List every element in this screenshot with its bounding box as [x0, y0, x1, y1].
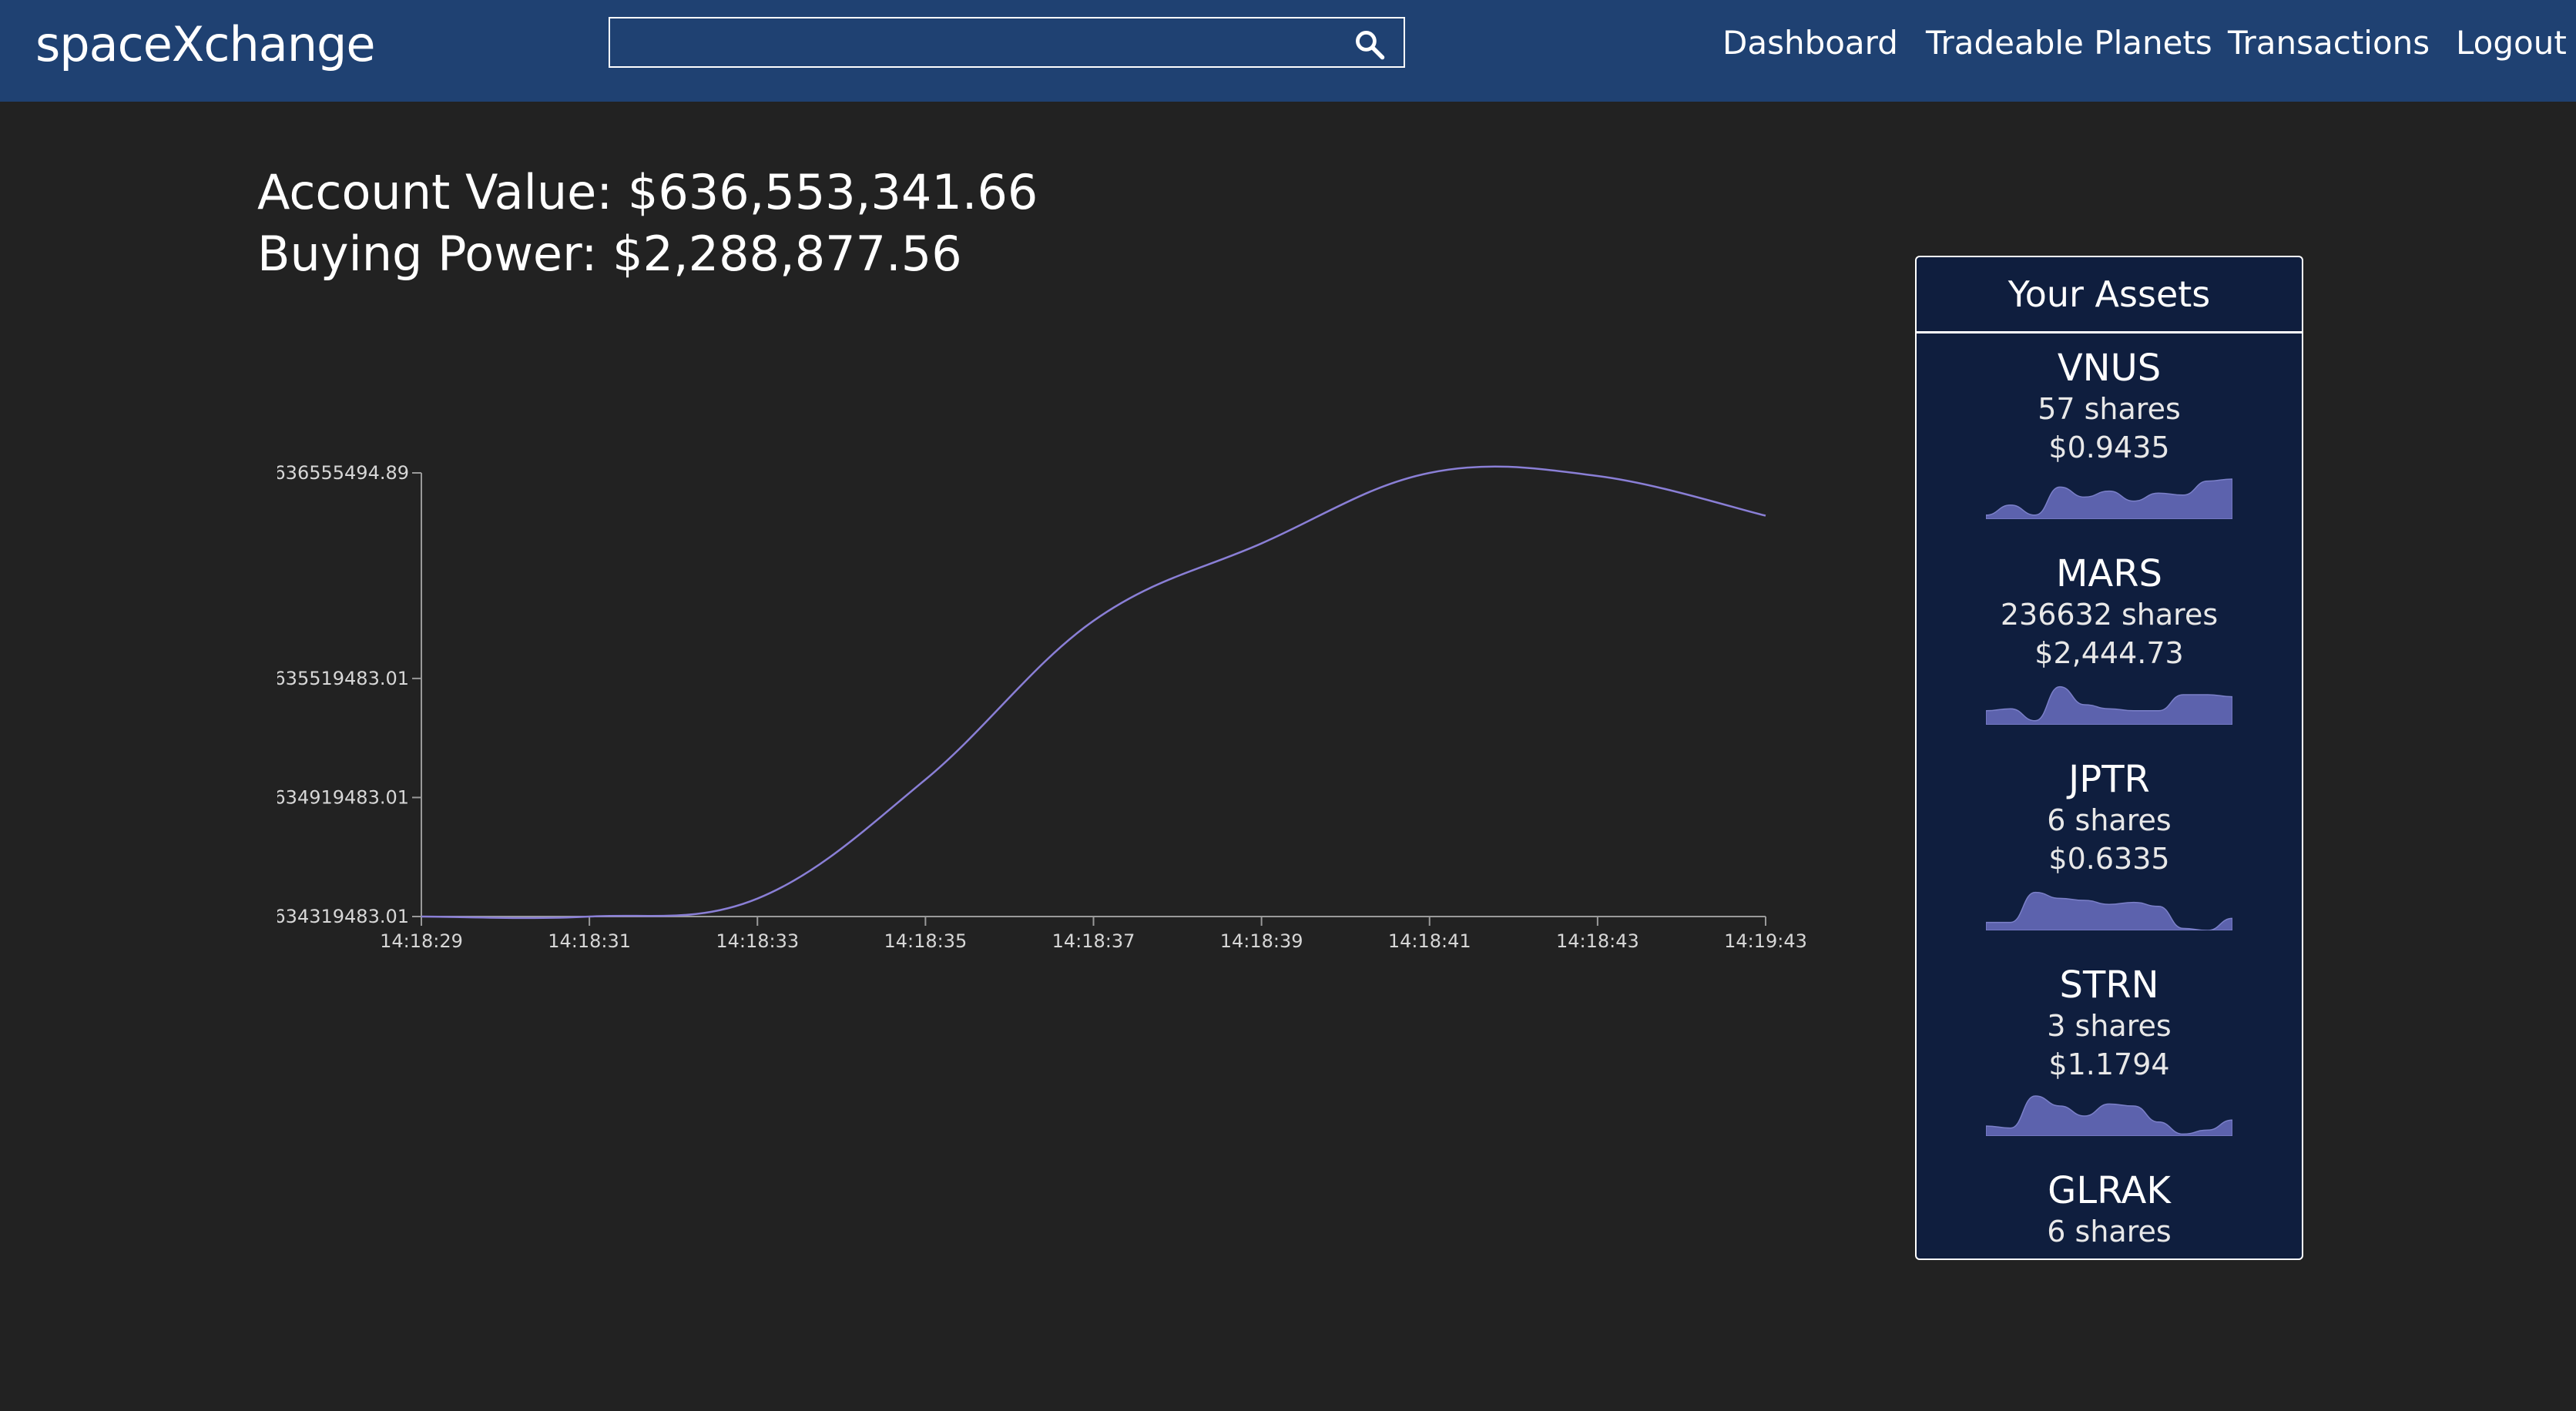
- asset-shares: 6 shares: [2047, 1215, 2172, 1248]
- asset-sparkline: [1986, 478, 2232, 519]
- asset-sparkline: [1986, 685, 2232, 725]
- x-tick-label: 14:18:41: [1388, 930, 1471, 952]
- x-tick-label: 14:18:39: [1220, 930, 1303, 952]
- x-tick-label: 14:18:29: [380, 930, 463, 952]
- asset-price: $1.1794: [2048, 1047, 2170, 1081]
- y-tick-label: 634319483.01: [277, 906, 409, 927]
- top-navbar: spaceXchange Dashboard Tradeable Planets…: [0, 0, 2576, 102]
- nav-link-logout[interactable]: Logout: [2456, 24, 2567, 62]
- x-tick-label: 14:18:33: [716, 930, 799, 952]
- account-value: Account Value: $636,553,341.66: [257, 164, 1038, 220]
- x-tick-label: 14:18:31: [548, 930, 631, 952]
- asset-sparkline: [1986, 1095, 2232, 1136]
- asset-item[interactable]: GLRAK 6 shares: [1917, 1154, 2302, 1251]
- sparkline-area: [1986, 478, 2232, 519]
- x-tick-label: 14:19:43: [1724, 930, 1807, 952]
- search-bar[interactable]: [609, 17, 1405, 68]
- asset-price: $0.6335: [2048, 842, 2170, 876]
- asset-symbol: STRN: [2059, 964, 2159, 1007]
- brand-logo[interactable]: spaceXchange: [35, 16, 376, 72]
- asset-symbol: VNUS: [2057, 347, 2162, 390]
- asset-item[interactable]: STRN 3 shares $1.1794: [1917, 948, 2302, 1136]
- asset-price: $2,444.73: [2034, 636, 2184, 670]
- asset-symbol: JPTR: [2068, 758, 2150, 801]
- asset-item[interactable]: VNUS 57 shares $0.9435: [1917, 331, 2302, 519]
- asset-shares: 6 shares: [2047, 803, 2172, 837]
- assets-panel: Your Assets VNUS 57 shares $0.9435 MARS 2366…: [1915, 256, 2303, 1260]
- search-input[interactable]: [621, 23, 1317, 63]
- asset-sparkline: [1986, 891, 2232, 930]
- asset-symbol: GLRAK: [2048, 1169, 2171, 1212]
- asset-shares: 57 shares: [2038, 392, 2181, 426]
- x-tick-label: 14:18:43: [1556, 930, 1639, 952]
- y-tick-label: 634919483.01: [277, 786, 409, 808]
- buying-power: Buying Power: $2,288,877.56: [257, 226, 962, 282]
- asset-shares: 3 shares: [2047, 1009, 2172, 1043]
- x-tick-label: 14:18:37: [1052, 930, 1135, 952]
- y-tick-label: 636555494.89: [277, 462, 409, 484]
- nav-link-tradeable-planets[interactable]: Tradeable Planets: [1926, 24, 2212, 62]
- search-icon[interactable]: [1353, 28, 1387, 62]
- asset-item[interactable]: MARS 236632 shares $2,444.73: [1917, 537, 2302, 725]
- nav-link-transactions[interactable]: Transactions: [2228, 24, 2430, 62]
- assets-header: Your Assets: [1917, 257, 2302, 333]
- asset-shares: 236632 shares: [2000, 598, 2219, 632]
- sparkline-area: [1986, 1095, 2232, 1136]
- nav-link-dashboard[interactable]: Dashboard: [1722, 24, 1898, 62]
- sparkline-area: [1986, 685, 2232, 725]
- x-tick-label: 14:18:35: [884, 930, 967, 952]
- series-line: [421, 465, 1766, 920]
- asset-price: $0.9435: [2048, 431, 2170, 464]
- asset-symbol: MARS: [2055, 552, 2163, 595]
- asset-item[interactable]: JPTR 6 shares $0.6335: [1917, 742, 2302, 930]
- account-value-chart: 636555494.89 635519483.01 634919483.01 6343…: [277, 462, 1807, 952]
- y-tick-label: 635519483.01: [277, 668, 409, 689]
- sparkline-area: [1986, 891, 2232, 930]
